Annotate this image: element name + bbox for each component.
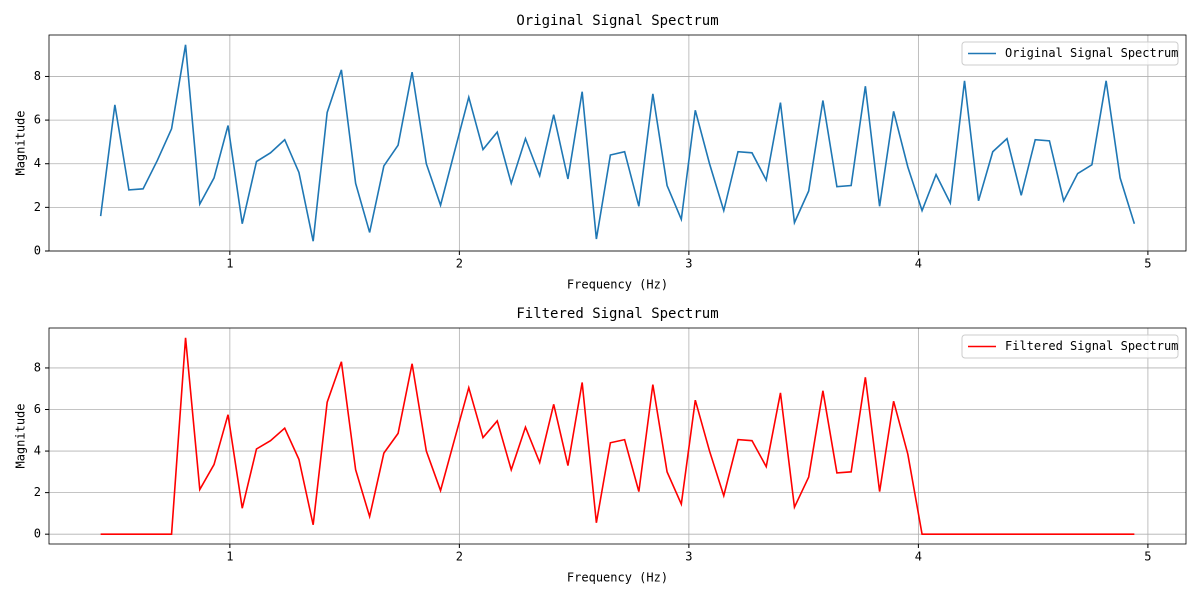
chart-title: Original Signal Spectrum — [516, 13, 718, 29]
x-tick-label: 4 — [915, 550, 922, 564]
y-tick-label: 4 — [34, 444, 41, 458]
y-tick-label: 2 — [34, 200, 41, 214]
y-tick-label: 8 — [34, 69, 41, 83]
y-tick-label: 2 — [34, 485, 41, 499]
legend-label: Filtered Signal Spectrum — [1005, 339, 1178, 353]
chart-title: Filtered Signal Spectrum — [516, 306, 718, 322]
x-tick-label: 1 — [226, 550, 233, 564]
x-tick-label: 3 — [685, 257, 692, 271]
y-axis-label: Magnitude — [14, 403, 28, 468]
y-tick-label: 6 — [34, 402, 41, 416]
data-line — [99, 44, 1136, 242]
legend-box — [961, 334, 1179, 359]
x-tick-label: 5 — [1144, 550, 1151, 564]
legend-box — [961, 41, 1179, 66]
data-line — [100, 337, 1135, 535]
x-axis-label: Frequency (Hz) — [567, 278, 668, 292]
y-axis-label: Magnitude — [14, 110, 28, 175]
x-tick-label: 2 — [456, 550, 463, 564]
axes-frame — [48, 34, 1187, 252]
y-tick-label: 6 — [34, 113, 41, 127]
x-tick-label: 5 — [1144, 257, 1151, 271]
x-tick-label: 4 — [915, 257, 922, 271]
y-tick-label: 0 — [34, 527, 41, 541]
plot-area — [49, 35, 1186, 251]
y-tick-label: 4 — [34, 156, 41, 170]
subplot: 1 2 3 4 5 0 2 4 6 8 Filtered Signal Spectrum Freque… — [14, 306, 1187, 585]
x-axis-label: Frequency (Hz) — [567, 571, 668, 585]
y-tick-label: 8 — [34, 360, 41, 374]
legend-label: Original Signal Spectrum — [1005, 46, 1178, 60]
subplot: 1 2 3 4 5 0 2 4 6 8 Original Signal Spectrum Freque… — [14, 13, 1187, 292]
x-tick-label: 3 — [685, 550, 692, 564]
x-tick-label: 1 — [226, 257, 233, 271]
plot-area — [49, 328, 1186, 544]
x-tick-label: 2 — [456, 257, 463, 271]
axes-frame — [48, 327, 1187, 545]
y-tick-label: 0 — [34, 244, 41, 258]
